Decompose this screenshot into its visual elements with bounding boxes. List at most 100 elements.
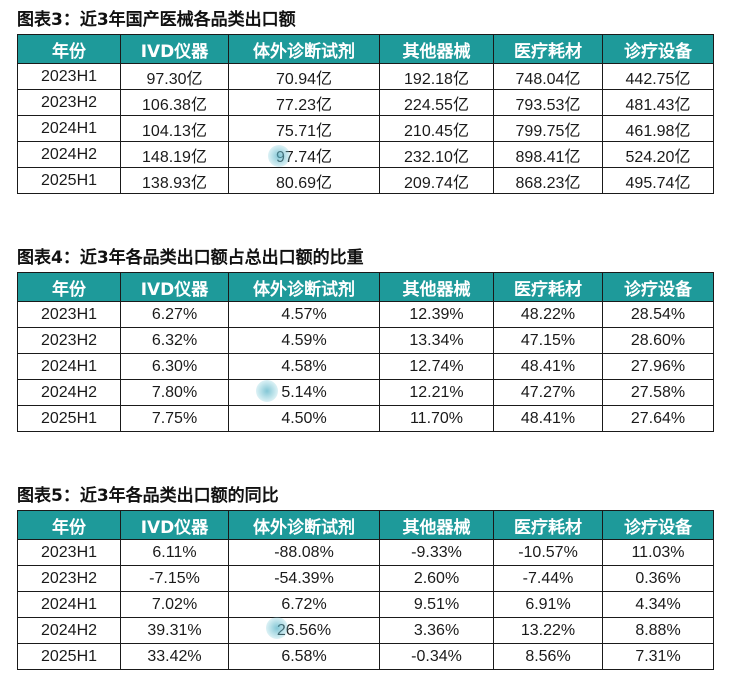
value-cell: 495.74亿	[602, 167, 714, 194]
period-cell: 2023H1	[17, 539, 121, 566]
value-cell: 224.55亿	[379, 89, 494, 116]
export-value-table: 年份 IVD仪器 体外诊断试剂 其他器械 医疗耗材 诊疗设备 2023H1 97.30亿 70…	[17, 34, 714, 194]
value-cell: 3.36%	[379, 617, 494, 644]
column-header: 体外诊断试剂	[228, 510, 380, 540]
section-title: 图表4：近3年各品类出口额占总出口额的比重	[17, 248, 364, 268]
value-cell: 47.27%	[493, 379, 603, 406]
value-cell: 6.91%	[493, 591, 603, 618]
table-row: 2023H1 6.11% -88.08% -9.33% -10.57% 11.03%	[17, 539, 714, 566]
table-row: 2023H1 97.30亿 70.94亿 192.18亿 748.04亿 442.75亿	[17, 63, 714, 90]
value-cell: 13.34%	[379, 327, 494, 354]
column-header: 其他器械	[379, 34, 494, 64]
value-cell: 97.30亿	[120, 63, 229, 90]
value-cell: 4.57%	[228, 301, 380, 328]
value-cell: 48.41%	[493, 353, 603, 380]
value-cell: 48.41%	[493, 405, 603, 432]
period-cell: 2023H2	[17, 327, 121, 354]
section-export-yoy: 图表5：近3年各品类出口额的同比 年份 IVD仪器 体外诊断试剂 其他器械 医疗耗材 诊疗…	[17, 482, 714, 670]
period-cell: 2025H1	[17, 167, 121, 194]
value-cell: 80.69亿	[228, 167, 380, 194]
period-cell: 2024H1	[17, 591, 121, 618]
table-row: 2024H2 148.19亿 97.74亿 232.10亿 898.41亿 524.20亿	[17, 141, 714, 168]
value-cell: 524.20亿	[602, 141, 714, 168]
period-cell: 2025H1	[17, 643, 121, 670]
value-cell: 868.23亿	[493, 167, 603, 194]
value-cell: -10.57%	[493, 539, 603, 566]
value-cell: 461.98亿	[602, 115, 714, 142]
period-cell: 2025H1	[17, 405, 121, 432]
table-row: 2024H2 7.80% 5.14% 12.21% 47.27% 27.58%	[17, 379, 714, 406]
value-cell: 5.14%	[228, 379, 380, 406]
column-header: 年份	[17, 34, 121, 64]
table-row: 2023H1 6.27% 4.57% 12.39% 48.22% 28.54%	[17, 301, 714, 328]
value-cell: 77.23亿	[228, 89, 380, 116]
column-header: 诊疗设备	[602, 510, 714, 540]
value-cell: 33.42%	[120, 643, 229, 670]
column-header: 体外诊断试剂	[228, 34, 380, 64]
value-cell: -9.33%	[379, 539, 494, 566]
value-cell: 6.27%	[120, 301, 229, 328]
value-cell: 75.71亿	[228, 115, 380, 142]
column-header: 诊疗设备	[602, 34, 714, 64]
value-cell: -88.08%	[228, 539, 380, 566]
value-cell: 12.74%	[379, 353, 494, 380]
column-header: IVD仪器	[120, 510, 229, 540]
value-cell: -7.15%	[120, 565, 229, 592]
period-cell: 2023H2	[17, 565, 121, 592]
column-header: 体外诊断试剂	[228, 272, 380, 302]
value-cell: 27.58%	[602, 379, 714, 406]
table-row: 2023H2 6.32% 4.59% 13.34% 47.15% 28.60%	[17, 327, 714, 354]
period-cell: 2024H1	[17, 115, 121, 142]
section-title: 图表3：近3年国产医械各品类出口额	[17, 10, 296, 30]
period-cell: 2024H2	[17, 141, 121, 168]
value-cell: 97.74亿	[228, 141, 380, 168]
value-cell: 9.51%	[379, 591, 494, 618]
section-export-share: 图表4：近3年各品类出口额占总出口额的比重 年份 IVD仪器 体外诊断试剂 其他器械医…	[17, 244, 714, 432]
column-header: 医疗耗材	[493, 34, 603, 64]
value-cell: 6.32%	[120, 327, 229, 354]
header-row: 年份 IVD仪器 体外诊断试剂 其他器械 医疗耗材 诊疗设备	[17, 510, 714, 540]
header-row: 年份 IVD仪器 体外诊断试剂 其他器械 医疗耗材 诊疗设备	[17, 34, 714, 64]
value-cell: 6.11%	[120, 539, 229, 566]
value-cell: 70.94亿	[228, 63, 380, 90]
value-cell: 12.21%	[379, 379, 494, 406]
value-cell: 209.74亿	[379, 167, 494, 194]
column-header: 医疗耗材	[493, 510, 603, 540]
value-cell: 7.80%	[120, 379, 229, 406]
value-cell: 148.19亿	[120, 141, 229, 168]
value-cell: -0.34%	[379, 643, 494, 670]
value-cell: 6.58%	[228, 643, 380, 670]
value-cell: -7.44%	[493, 565, 603, 592]
table-row: 2023H2 -7.15% -54.39% 2.60% -7.44% 0.36%	[17, 565, 714, 592]
value-cell: 4.59%	[228, 327, 380, 354]
value-cell: 106.38亿	[120, 89, 229, 116]
value-cell: 47.15%	[493, 327, 603, 354]
value-cell: 11.70%	[379, 405, 494, 432]
value-cell: -54.39%	[228, 565, 380, 592]
value-cell: 6.30%	[120, 353, 229, 380]
column-header: 诊疗设备	[602, 272, 714, 302]
value-cell: 4.34%	[602, 591, 714, 618]
value-cell: 26.56%	[228, 617, 380, 644]
period-cell: 2023H2	[17, 89, 121, 116]
value-cell: 2.60%	[379, 565, 494, 592]
value-cell: 442.75亿	[602, 63, 714, 90]
table-row: 2025H1 138.93亿 80.69亿 209.74亿 868.23亿 495.74亿	[17, 167, 714, 194]
value-cell: 4.58%	[228, 353, 380, 380]
value-cell: 232.10亿	[379, 141, 494, 168]
period-cell: 2023H1	[17, 301, 121, 328]
value-cell: 793.53亿	[493, 89, 603, 116]
value-cell: 4.50%	[228, 405, 380, 432]
value-cell: 28.54%	[602, 301, 714, 328]
value-cell: 748.04亿	[493, 63, 603, 90]
value-cell: 11.03%	[602, 539, 714, 566]
value-cell: 6.72%	[228, 591, 380, 618]
value-cell: 39.31%	[120, 617, 229, 644]
header-row: 年份 IVD仪器 体外诊断试剂 其他器械 医疗耗材 诊疗设备	[17, 272, 714, 302]
period-cell: 2024H1	[17, 353, 121, 380]
column-header: IVD仪器	[120, 34, 229, 64]
export-yoy-table: 年份 IVD仪器 体外诊断试剂 其他器械 医疗耗材 诊疗设备 2023H1 6.11% -88…	[17, 510, 714, 670]
value-cell: 48.22%	[493, 301, 603, 328]
value-cell: 27.64%	[602, 405, 714, 432]
table-row: 2024H1 7.02% 6.72% 9.51% 6.91% 4.34%	[17, 591, 714, 618]
